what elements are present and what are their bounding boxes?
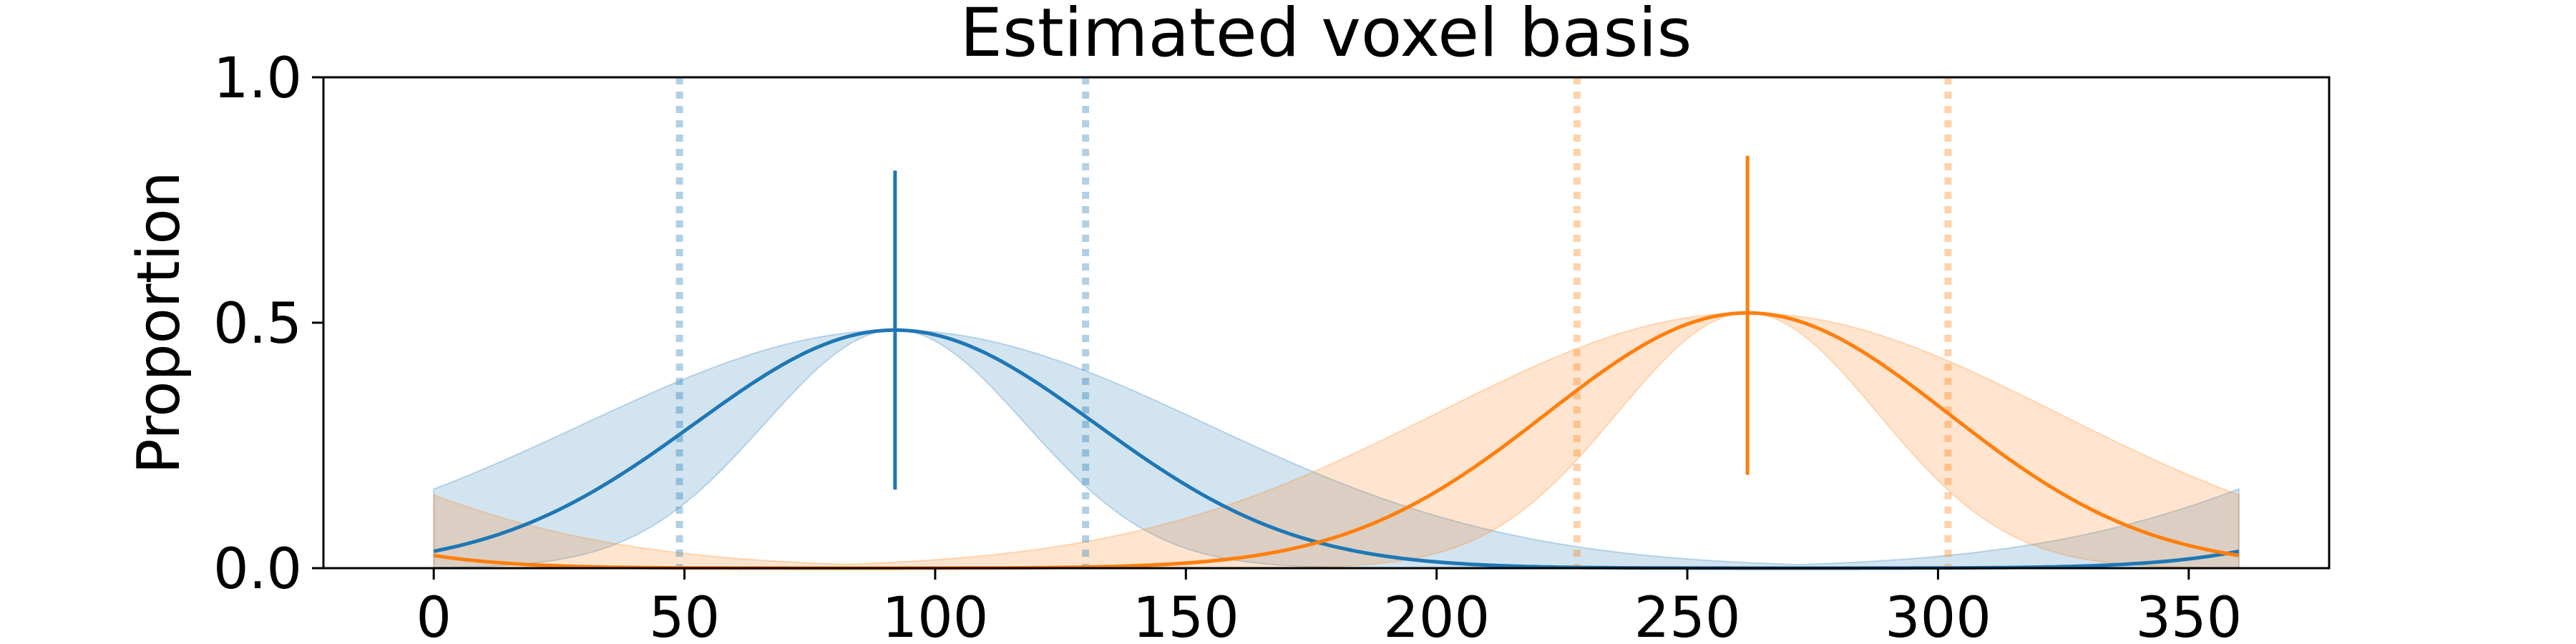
x-tick-label: 100 (882, 586, 988, 644)
y-tick-label: 0.0 (213, 537, 302, 602)
x-tick-label: 150 (1133, 586, 1239, 644)
y-tick-label: 1.0 (213, 47, 302, 111)
y-tick-label: 0.5 (213, 292, 302, 356)
x-tick-label: 300 (1885, 586, 1991, 644)
x-tick-label: 200 (1383, 586, 1490, 644)
x-tick-label: 50 (649, 586, 720, 644)
confidence-bands (433, 312, 2240, 569)
y-axis-ticks: 0.0 0.5 1.0 (213, 47, 323, 602)
x-tick-label: 250 (1634, 586, 1741, 644)
x-tick-label: 0 (416, 586, 452, 644)
x-tick-label: 350 (2135, 586, 2242, 644)
y-axis-label: Proportion (125, 171, 193, 474)
center-error-bars (893, 155, 1750, 490)
dotted-reference-lines (675, 77, 1952, 568)
x-axis-ticks: 0 50 100 150 200 250 300 350 (416, 568, 2242, 644)
chart-title: Estimated voxel basis (960, 0, 1692, 72)
